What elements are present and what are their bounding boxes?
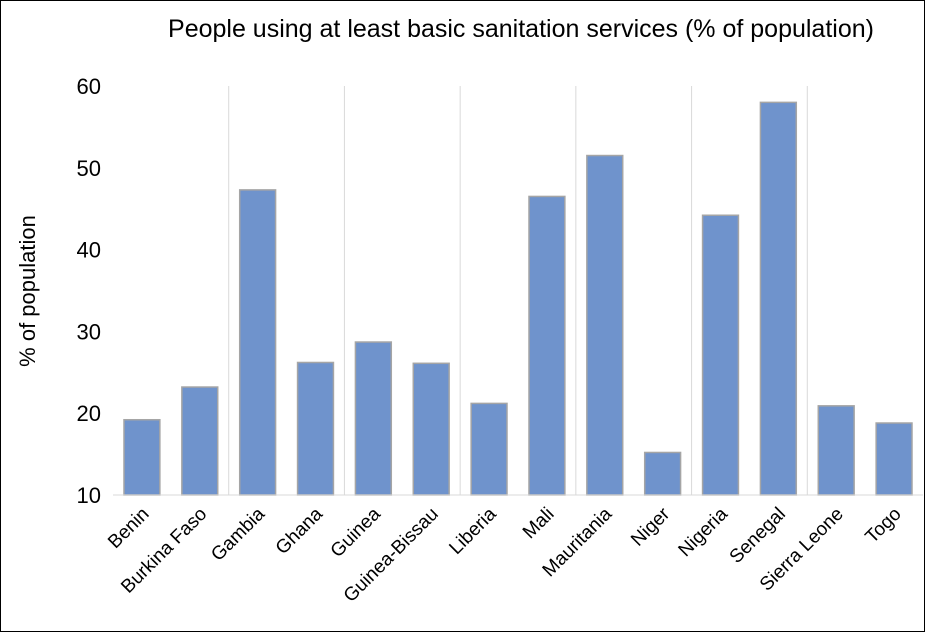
x-tick-label: Mali bbox=[519, 504, 558, 543]
bar-mauritania bbox=[586, 154, 624, 496]
x-tick-label: Gambia bbox=[207, 503, 269, 565]
y-tick-label: 20 bbox=[77, 401, 101, 426]
bar-guinea bbox=[354, 341, 393, 496]
y-tick-label: 10 bbox=[77, 483, 101, 508]
bar-benin bbox=[123, 418, 161, 496]
y-tick-label: 50 bbox=[77, 156, 101, 181]
x-tick-label: Liberia bbox=[445, 503, 500, 558]
y-tick-label: 30 bbox=[77, 319, 101, 344]
bar-togo bbox=[875, 422, 913, 496]
y-axis-ticks: 10 20 30 40 50 60 bbox=[77, 74, 101, 508]
bar-gambia bbox=[238, 189, 277, 496]
bar-guinea-bissau bbox=[412, 362, 450, 496]
x-tick-label: Nigeria bbox=[675, 503, 733, 561]
x-tick-label: Niger bbox=[627, 503, 674, 550]
y-axis-title: % of population bbox=[15, 215, 40, 367]
x-tick-label: Togo bbox=[862, 504, 906, 548]
chart-title: People using at least basic sanitation s… bbox=[168, 15, 874, 43]
bar-burkina-faso bbox=[181, 386, 219, 496]
bar-mali bbox=[528, 195, 566, 496]
bar-niger bbox=[643, 451, 682, 496]
bar-liberia bbox=[470, 402, 508, 496]
x-tick-label: Ghana bbox=[272, 503, 327, 558]
bar-senegal bbox=[759, 101, 798, 496]
y-tick-label: 60 bbox=[77, 74, 101, 99]
x-tick-label: Guinea bbox=[327, 503, 385, 561]
bars bbox=[123, 101, 913, 496]
bar-sierra-leone bbox=[817, 405, 855, 496]
y-tick-label: 40 bbox=[77, 238, 101, 263]
gridlines bbox=[228, 86, 808, 495]
bar-nigeria bbox=[701, 214, 740, 496]
x-tick-label: Benin bbox=[104, 504, 153, 553]
bar-ghana bbox=[296, 361, 335, 496]
